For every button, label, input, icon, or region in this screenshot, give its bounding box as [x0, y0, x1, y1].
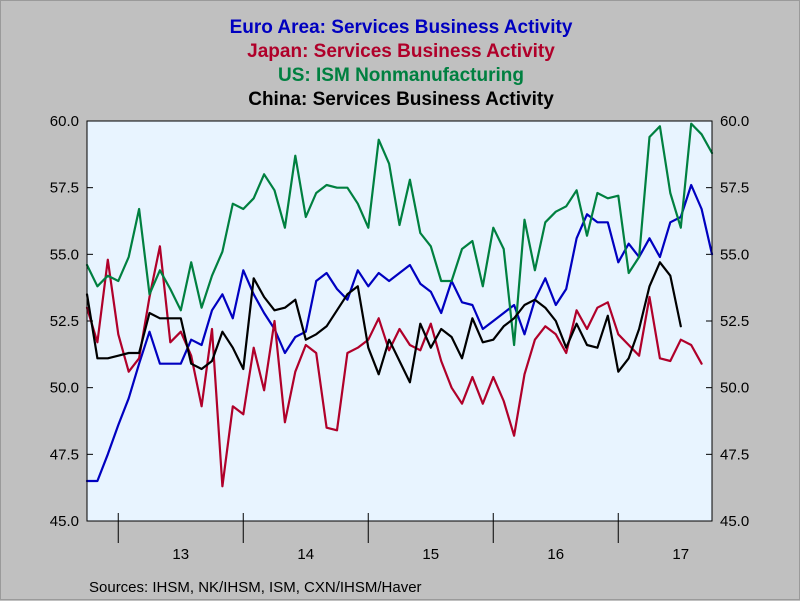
- y-tick-label-left: 45.0: [50, 513, 79, 530]
- y-tick-label-right: 55.0: [720, 246, 749, 263]
- sources-note: Sources: IHSM, NK/IHSM, ISM, CXN/IHSM/Ha…: [89, 579, 422, 596]
- y-tick-label-left: 52.5: [50, 313, 79, 330]
- series-line-euro-area: [85, 183, 714, 483]
- y-tick-label-right: 57.5: [720, 180, 749, 197]
- chart-title-euro-area: Euro Area: Services Business Activity: [229, 17, 573, 38]
- series-line-us: [85, 122, 714, 347]
- y-tick-label-right: 52.5: [720, 313, 749, 330]
- y-tick-label-right: 50.0: [720, 380, 749, 397]
- y-tick-label-left: 50.0: [50, 380, 79, 397]
- y-tick-label-right: 60.0: [720, 113, 749, 130]
- y-tick-label-left: 55.0: [50, 246, 79, 263]
- x-tick-label: 16: [547, 546, 564, 563]
- x-tick-label: 13: [172, 546, 189, 563]
- x-tick-label: 15: [422, 546, 439, 563]
- y-tick-label-right: 45.0: [720, 513, 749, 530]
- chart-title-japan: Japan: Services Business Activity: [247, 41, 555, 62]
- plot-border: [86, 120, 713, 522]
- chart-title-china: China: Services Business Activity: [248, 89, 554, 110]
- y-tick-label-right: 47.5: [720, 446, 749, 463]
- chart-title-us: US: ISM Nonmanufacturing: [278, 65, 524, 86]
- x-tick-label: 14: [297, 546, 314, 563]
- y-tick-label-left: 47.5: [50, 446, 79, 463]
- series-line-china: [85, 261, 682, 384]
- y-tick-label-left: 57.5: [50, 180, 79, 197]
- x-tick-label: 17: [672, 546, 689, 563]
- y-tick-label-left: 60.0: [50, 113, 79, 130]
